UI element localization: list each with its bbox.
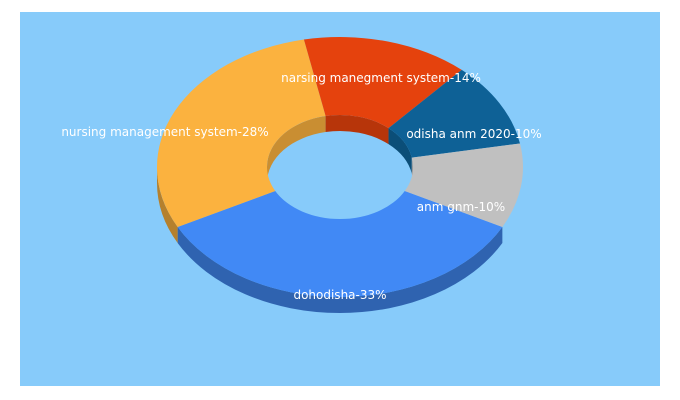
slice-inner-narsing-manegment-system-14 — [325, 115, 389, 145]
slice-dohodisha-33 — [177, 190, 503, 297]
slice-nursing-management-system-28 — [157, 39, 326, 227]
slice-anm-gnm-10 — [404, 143, 523, 227]
slice-label-odisha-anm-2020-10: odisha anm 2020-10% — [406, 127, 541, 141]
slice-side-dohodisha-33 — [177, 226, 503, 313]
chart-panel: dohodisha-33% nursing management system-2… — [20, 12, 660, 386]
slice-odisha-anm-2020-10 — [388, 69, 520, 158]
slice-label-anm-gnm-10: anm gnm-10% — [417, 200, 505, 214]
slice-side-nursing-management-system-28 — [157, 167, 178, 243]
slice-inner-nursing-management-system-28 — [267, 116, 326, 183]
slice-label-nursing-management-system-28: nursing management system-28% — [61, 125, 268, 139]
slice-inner-odisha-anm-2020-10 — [388, 128, 412, 174]
donut-chart: dohodisha-33% nursing management system-2… — [61, 37, 542, 313]
slice-label-dohodisha-33: dohodisha-33% — [293, 288, 386, 302]
slice-narsing-manegment-system-14 — [303, 37, 462, 129]
slice-label-narsing-manegment-system-14: narsing manegment system-14% — [281, 71, 481, 85]
